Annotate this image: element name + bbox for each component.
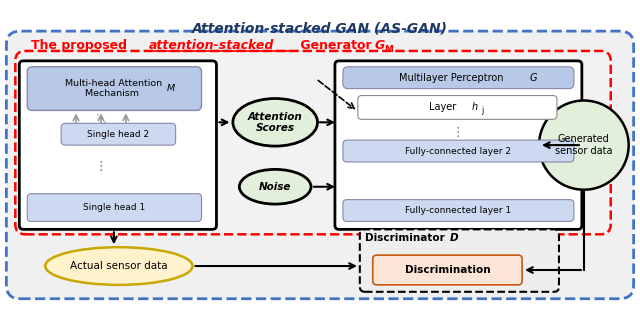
Ellipse shape (539, 100, 628, 190)
Text: Fully-connected layer 1: Fully-connected layer 1 (405, 206, 511, 215)
Ellipse shape (45, 247, 193, 285)
Text: h: h (471, 102, 477, 112)
Text: attention-stacked: attention-stacked (148, 39, 274, 53)
Text: Discriminator: Discriminator (365, 233, 448, 243)
Text: ⋱: ⋱ (95, 114, 106, 124)
Text: G: G (529, 73, 537, 83)
Ellipse shape (239, 169, 311, 204)
FancyBboxPatch shape (343, 67, 574, 89)
Text: The proposed: The proposed (31, 39, 132, 53)
Text: M: M (166, 84, 175, 93)
Text: Layer: Layer (429, 102, 460, 112)
Text: Noise: Noise (259, 182, 291, 192)
FancyBboxPatch shape (372, 255, 522, 285)
Text: j: j (481, 106, 484, 115)
Text: Actual sensor data: Actual sensor data (70, 261, 168, 271)
FancyBboxPatch shape (15, 51, 611, 234)
Text: G: G (375, 39, 385, 53)
FancyBboxPatch shape (6, 31, 634, 299)
Text: ⋮: ⋮ (95, 160, 108, 174)
Text: Fully-connected layer 2: Fully-connected layer 2 (405, 146, 511, 156)
FancyBboxPatch shape (343, 200, 574, 221)
Ellipse shape (233, 99, 317, 146)
Text: M: M (384, 45, 393, 54)
Text: Multilayer Perceptron: Multilayer Perceptron (399, 73, 506, 83)
Text: Generated
sensor data: Generated sensor data (555, 134, 612, 156)
Text: Multi-head Attention
Mechanism: Multi-head Attention Mechanism (65, 79, 163, 98)
Text: ⋮: ⋮ (451, 126, 463, 139)
Text: Attention
Scores: Attention Scores (248, 112, 303, 133)
FancyBboxPatch shape (343, 140, 574, 162)
Text: Generator: Generator (296, 39, 376, 53)
FancyBboxPatch shape (61, 123, 175, 145)
Text: Discrimination: Discrimination (404, 265, 490, 275)
Text: Attention-stacked GAN (AS-GAN): Attention-stacked GAN (AS-GAN) (192, 21, 448, 35)
Text: Single head 1: Single head 1 (83, 203, 145, 212)
FancyBboxPatch shape (28, 194, 202, 221)
FancyBboxPatch shape (358, 95, 557, 119)
FancyBboxPatch shape (335, 61, 582, 229)
FancyBboxPatch shape (360, 229, 559, 292)
FancyBboxPatch shape (28, 67, 202, 111)
FancyBboxPatch shape (19, 61, 216, 229)
Text: Single head 2: Single head 2 (87, 130, 149, 139)
Text: D: D (449, 233, 458, 243)
